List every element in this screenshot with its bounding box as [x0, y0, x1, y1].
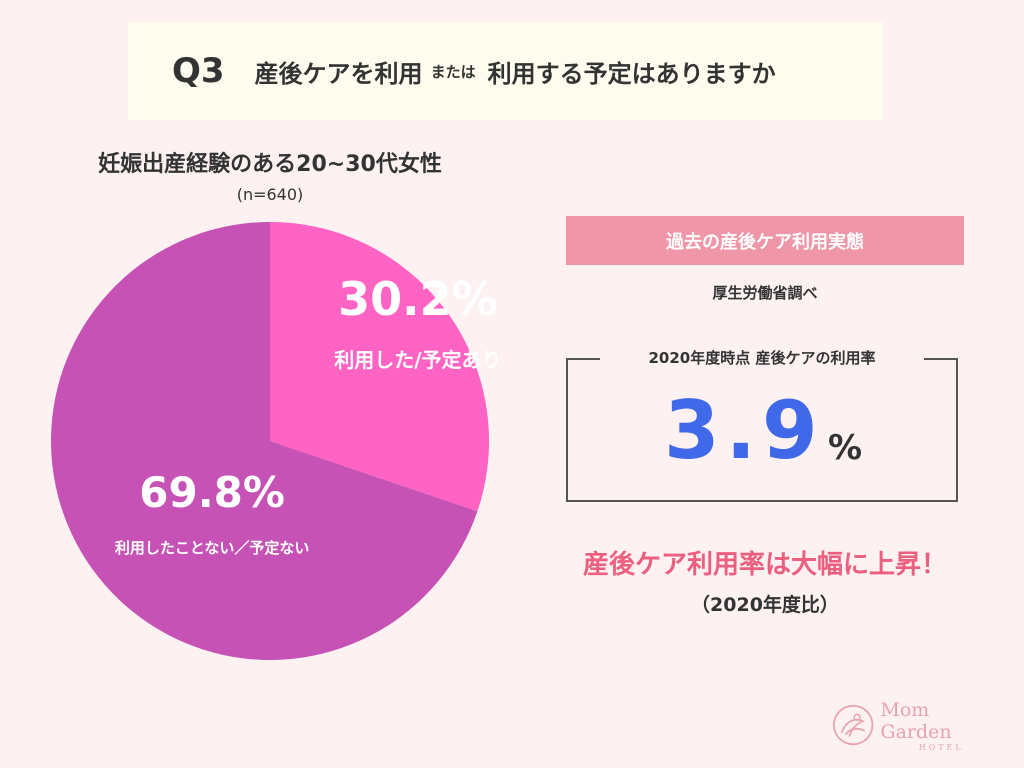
- logo-name: Mom Garden: [880, 698, 952, 743]
- usage-rate-label: 2020年度時点 産後ケアの利用率: [568, 347, 956, 368]
- conclusion-note: （2020年度比）: [691, 594, 839, 616]
- conclusion-text: 産後ケア利用率は大幅に上昇！: [582, 550, 947, 580]
- pie-slice-0: [270, 222, 489, 512]
- pie-category-label-1: 利用したことない／予定ない: [115, 539, 310, 557]
- chart-sample-size: (n=640): [236, 185, 304, 204]
- question-connector: または: [430, 62, 476, 81]
- mom-garden-logo: Mom Garden HOTEL: [832, 698, 1002, 752]
- logo-sub: HOTEL: [918, 742, 964, 752]
- pie-value-label-0: 30.2%: [338, 272, 498, 326]
- question-number: Q3: [172, 51, 225, 91]
- pie-category-label-0: 利用した/予定あり: [334, 348, 501, 372]
- question-text-part1: 産後ケアを利用: [254, 59, 423, 88]
- question-header: Q3 産後ケアを利用 または 利用する予定はありますか: [128, 22, 883, 120]
- data-source: 厚生労働省調べ: [712, 284, 818, 302]
- question-text-part2: 利用する予定はありますか: [487, 59, 776, 88]
- usage-rate-box: 2020年度時点 産後ケアの利用率 3.9 %: [566, 349, 958, 502]
- chart-title: 妊娠出産経験のある20~30代女性: [98, 152, 442, 177]
- pie-value-label-1: 69.8%: [139, 468, 285, 517]
- usage-rate-value: 3.9: [664, 384, 824, 477]
- logo-flower-icon: [833, 704, 874, 746]
- pie-slice-1: [50, 222, 478, 660]
- usage-rate-unit: %: [828, 428, 863, 468]
- past-usage-banner: 過去の産後ケア利用実態: [566, 216, 964, 265]
